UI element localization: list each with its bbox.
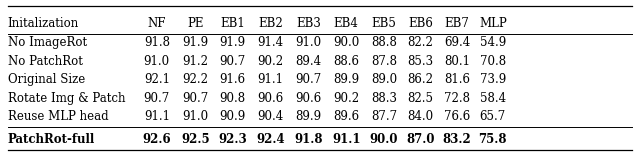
- Text: 85.3: 85.3: [408, 55, 433, 68]
- Text: EB4: EB4: [334, 17, 358, 30]
- Text: 92.4: 92.4: [257, 133, 285, 146]
- Text: 90.0: 90.0: [370, 133, 398, 146]
- Text: 92.2: 92.2: [182, 73, 208, 86]
- Text: 82.2: 82.2: [408, 36, 433, 49]
- Text: 88.3: 88.3: [371, 92, 397, 105]
- Text: 83.2: 83.2: [443, 133, 471, 146]
- Text: MLP: MLP: [479, 17, 507, 30]
- Text: 91.9: 91.9: [220, 36, 245, 49]
- Text: 90.7: 90.7: [182, 92, 209, 105]
- Text: 58.4: 58.4: [480, 92, 506, 105]
- Text: EB3: EB3: [296, 17, 321, 30]
- Text: 70.8: 70.8: [480, 55, 506, 68]
- Text: 90.0: 90.0: [333, 36, 360, 49]
- Text: 91.0: 91.0: [144, 55, 170, 68]
- Text: 89.9: 89.9: [296, 110, 321, 123]
- Text: 92.3: 92.3: [218, 133, 246, 146]
- Text: 90.7: 90.7: [143, 92, 170, 105]
- Text: No ImageRot: No ImageRot: [8, 36, 87, 49]
- Text: PatchRot-full: PatchRot-full: [8, 133, 95, 146]
- Text: 87.8: 87.8: [371, 55, 397, 68]
- Text: Reuse MLP head: Reuse MLP head: [8, 110, 108, 123]
- Text: 91.8: 91.8: [294, 133, 323, 146]
- Text: 90.7: 90.7: [219, 55, 246, 68]
- Text: EB5: EB5: [372, 17, 396, 30]
- Text: PE: PE: [187, 17, 204, 30]
- Text: 92.1: 92.1: [144, 73, 170, 86]
- Text: 76.6: 76.6: [444, 110, 470, 123]
- Text: 91.9: 91.9: [182, 36, 208, 49]
- Text: 54.9: 54.9: [479, 36, 506, 49]
- Text: 91.6: 91.6: [220, 73, 245, 86]
- Text: 72.8: 72.8: [444, 92, 470, 105]
- Text: 90.2: 90.2: [333, 92, 359, 105]
- Text: 86.2: 86.2: [408, 73, 433, 86]
- Text: 91.4: 91.4: [258, 36, 284, 49]
- Text: 90.6: 90.6: [257, 92, 284, 105]
- Text: 75.8: 75.8: [479, 133, 507, 146]
- Text: 82.5: 82.5: [408, 92, 433, 105]
- Text: 65.7: 65.7: [479, 110, 506, 123]
- Text: 90.2: 90.2: [258, 55, 284, 68]
- Text: 91.0: 91.0: [182, 110, 208, 123]
- Text: 90.6: 90.6: [295, 92, 322, 105]
- Text: No PatchRot: No PatchRot: [8, 55, 83, 68]
- Text: EB7: EB7: [445, 17, 469, 30]
- Text: 80.1: 80.1: [444, 55, 470, 68]
- Text: 92.6: 92.6: [143, 133, 171, 146]
- Text: 89.4: 89.4: [296, 55, 321, 68]
- Text: 87.0: 87.0: [406, 133, 435, 146]
- Text: 87.7: 87.7: [371, 110, 397, 123]
- Text: 90.4: 90.4: [257, 110, 284, 123]
- Text: 90.8: 90.8: [220, 92, 245, 105]
- Text: EB6: EB6: [408, 17, 433, 30]
- Text: Rotate Img & Patch: Rotate Img & Patch: [8, 92, 125, 105]
- Text: NF: NF: [148, 17, 166, 30]
- Text: 90.7: 90.7: [295, 73, 322, 86]
- Text: 91.0: 91.0: [296, 36, 321, 49]
- Text: EB2: EB2: [259, 17, 283, 30]
- Text: 91.1: 91.1: [258, 73, 284, 86]
- Text: 69.4: 69.4: [444, 36, 470, 49]
- Text: 88.6: 88.6: [333, 55, 359, 68]
- Text: 84.0: 84.0: [408, 110, 433, 123]
- Text: 91.8: 91.8: [144, 36, 170, 49]
- Text: Initalization: Initalization: [8, 17, 79, 30]
- Text: 88.8: 88.8: [371, 36, 397, 49]
- Text: 91.2: 91.2: [182, 55, 208, 68]
- Text: 92.5: 92.5: [181, 133, 209, 146]
- Text: 89.6: 89.6: [333, 110, 359, 123]
- Text: 90.9: 90.9: [219, 110, 246, 123]
- Text: 91.1: 91.1: [332, 133, 360, 146]
- Text: 81.6: 81.6: [444, 73, 470, 86]
- Text: 73.9: 73.9: [479, 73, 506, 86]
- Text: EB1: EB1: [220, 17, 244, 30]
- Text: Original Size: Original Size: [8, 73, 85, 86]
- Text: 91.1: 91.1: [144, 110, 170, 123]
- Text: 89.9: 89.9: [333, 73, 359, 86]
- Text: 89.0: 89.0: [371, 73, 397, 86]
